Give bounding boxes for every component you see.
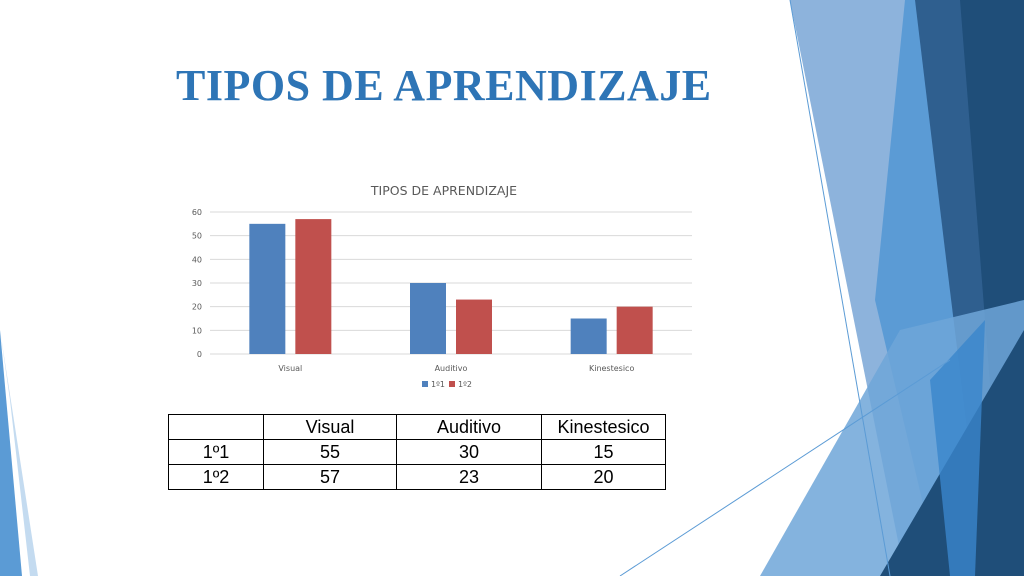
bar (456, 299, 492, 354)
bar (249, 223, 286, 354)
table-header-cell: Visual (263, 414, 397, 440)
legend-swatch (449, 381, 455, 387)
chart-bars (249, 219, 653, 354)
deco-line-2 (619, 359, 951, 576)
table-cell: 20 (541, 464, 666, 490)
y-tick-label: 20 (192, 303, 202, 312)
y-tick-label: 40 (192, 255, 202, 264)
table-row-label: 1º1 (168, 439, 264, 465)
y-tick-label: 60 (192, 208, 202, 217)
table-row: 1º1 55 30 15 (168, 439, 666, 465)
deco-shape-left (0, 330, 22, 576)
legend-label: 1º1 (431, 380, 445, 389)
y-tick-label: 0 (197, 350, 202, 359)
chart-title: TIPOS DE APRENDIZAJE (370, 183, 517, 198)
y-tick-label: 50 (192, 232, 202, 241)
chart-x-categories: Visual Auditivo Kinestesico (278, 364, 634, 373)
y-tick-label: 30 (192, 279, 202, 288)
chart-gridlines (210, 211, 692, 355)
table-header-cell: Kinestesico (541, 414, 666, 440)
bar (410, 283, 446, 354)
x-category-label: Auditivo (435, 364, 468, 373)
table-cell: 23 (396, 464, 542, 490)
legend-label: 1º2 (458, 380, 472, 389)
deco-shape-bright (930, 320, 985, 576)
chart-legend: 1º1 1º2 (422, 380, 472, 389)
table-row: 1º2 57 23 20 (168, 464, 666, 490)
x-category-label: Visual (278, 364, 302, 373)
deco-shape-left-light (0, 330, 38, 576)
table-cell: 30 (396, 439, 542, 465)
x-category-label: Kinestesico (589, 364, 634, 373)
deco-line-1 (789, 0, 891, 576)
bar (295, 219, 332, 354)
table-header-cell (168, 414, 264, 440)
y-tick-label: 10 (192, 326, 202, 335)
bar-chart: TIPOS DE APRENDIZAJE 0 10 20 30 40 50 60 Visua… (192, 183, 692, 389)
table-row-label: 1º2 (168, 464, 264, 490)
table-cell: 55 (263, 439, 397, 465)
data-table: Visual Auditivo Kinestesico 1º1 55 30 15 1º2 57 2… (168, 414, 666, 490)
table-header-row: Visual Auditivo Kinestesico (168, 414, 666, 440)
bar (570, 318, 607, 354)
chart-y-ticks: 0 10 20 30 40 50 60 (192, 208, 202, 359)
table-cell: 15 (541, 439, 666, 465)
table-header-cell: Auditivo (396, 414, 542, 440)
legend-swatch (422, 381, 428, 387)
table-cell: 57 (263, 464, 397, 490)
bar (616, 306, 653, 354)
slide-title: TIPOS DE APRENDIZAJE (176, 61, 712, 110)
